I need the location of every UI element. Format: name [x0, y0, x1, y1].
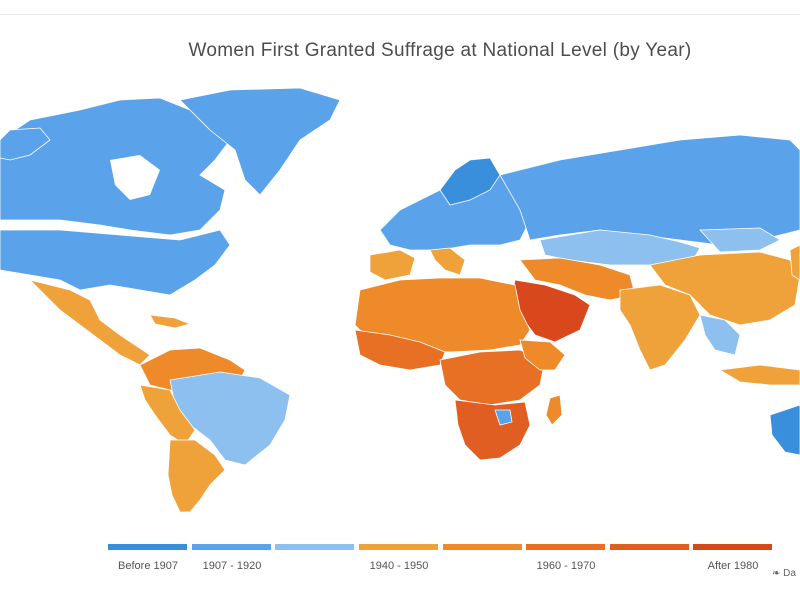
region-greenland[interactable]: [179, 87, 341, 196]
legend-swatch-3: [359, 544, 438, 550]
region-australia[interactable]: [769, 404, 800, 456]
legend-label-3: 1940 - 1950: [369, 560, 429, 572]
region-horn-africa[interactable]: [519, 339, 566, 371]
top-divider: [0, 14, 800, 15]
region-italy[interactable]: [429, 247, 466, 276]
legend-swatch-2: [275, 544, 354, 550]
map-title: Women First Granted Suffrage at National…: [188, 40, 692, 61]
region-usa[interactable]: [0, 229, 231, 296]
legend-label-7: After 1980: [707, 560, 759, 572]
region-mongolia[interactable]: [699, 227, 781, 253]
region-india[interactable]: [619, 284, 701, 371]
region-japan[interactable]: [789, 244, 800, 281]
region-west-africa[interactable]: [354, 329, 446, 371]
legend-swatch-0: [108, 544, 187, 550]
region-central-africa[interactable]: [439, 349, 546, 406]
legend-label-1: 1907 - 1920: [202, 560, 262, 572]
region-argentina[interactable]: [167, 439, 226, 513]
legend: Before 1907 1907 - 1920 1940 - 1950 1960…: [108, 544, 778, 584]
region-indonesia[interactable]: [718, 364, 800, 386]
legend-swatch-6: [610, 544, 689, 550]
region-iberia[interactable]: [369, 249, 416, 281]
region-southern-africa[interactable]: [454, 399, 531, 461]
world-map: [0, 87, 800, 513]
legend-swatch-5: [526, 544, 605, 550]
region-mexico[interactable]: [28, 279, 151, 366]
region-zimbabwe[interactable]: [494, 409, 513, 426]
region-madagascar[interactable]: [545, 394, 563, 426]
data-source-label: ❧ Da: [772, 568, 796, 579]
legend-swatch-7: [693, 544, 772, 550]
legend-label-5: 1960 - 1970: [536, 560, 596, 572]
legend-swatch-4: [443, 544, 522, 550]
hudson-bay: [110, 155, 160, 200]
region-alaska[interactable]: [0, 127, 51, 161]
region-southeast-asia[interactable]: [699, 314, 741, 356]
legend-label-0: Before 1907: [118, 560, 178, 572]
legend-swatch-1: [192, 544, 271, 550]
region-caribbean[interactable]: [149, 314, 192, 329]
